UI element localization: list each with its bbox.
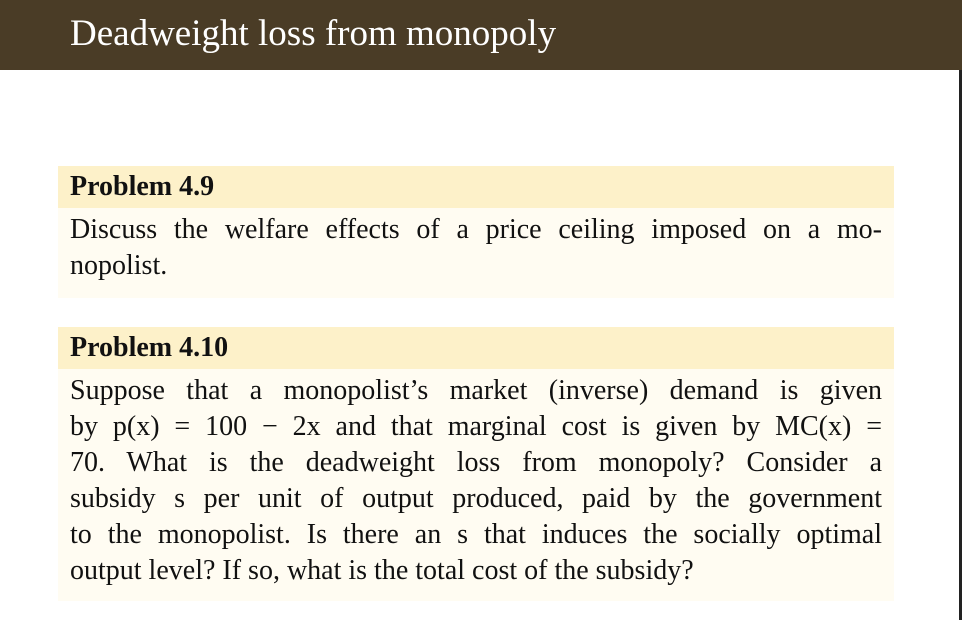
- problem-box-4-10: Problem 4.10 Suppose that a monopolist’s…: [58, 327, 894, 601]
- problem-text-line: by p(x) = 100 − 2x and that marginal cos…: [70, 411, 882, 442]
- problem-text: Discuss the welfare effects of a price c…: [58, 208, 894, 298]
- page-title: Deadweight loss from monopoly: [70, 13, 557, 54]
- problem-heading: Problem 4.10: [58, 327, 894, 369]
- problem-text-line: Discuss the welfare effects of a price c…: [70, 214, 882, 245]
- problem-text: Suppose that a monopolist’s market (inve…: [58, 369, 894, 601]
- problem-text-line: subsidy s per unit of output produced, p…: [70, 483, 882, 514]
- problem-heading: Problem 4.9: [58, 166, 894, 208]
- problem-text-line: output level? If so, what is the total c…: [70, 555, 694, 586]
- problem-text-line: to the monopolist. Is there an s that in…: [70, 519, 882, 550]
- title-bar: Deadweight loss from monopoly: [0, 0, 962, 70]
- right-border-rule: [959, 70, 962, 620]
- problem-text-line: nopolist.: [70, 250, 168, 281]
- problem-text-line: Suppose that a monopolist’s market (inve…: [70, 375, 882, 406]
- problem-text-line: 70. What is the deadweight loss from mon…: [70, 447, 882, 478]
- problem-box-4-9: Problem 4.9 Discuss the welfare effects …: [58, 166, 894, 298]
